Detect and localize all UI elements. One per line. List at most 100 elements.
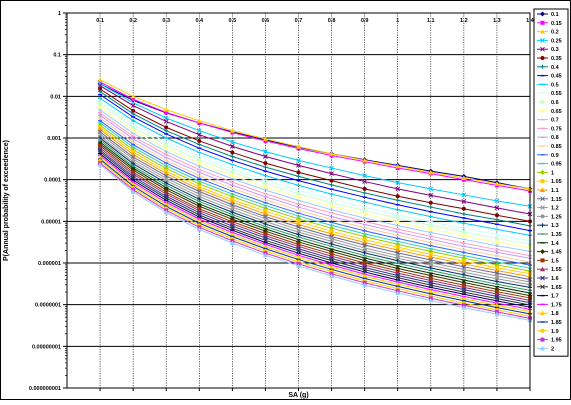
- series-0.35: [98, 86, 532, 224]
- legend-label: 1.8: [551, 311, 559, 317]
- series-2: [97, 162, 533, 323]
- marker-stroke: [329, 165, 334, 171]
- marker-stroke: [461, 199, 467, 204]
- data-point: [329, 242, 334, 247]
- legend-entry: 0.8: [537, 135, 559, 141]
- data-point: [428, 169, 434, 175]
- legend-label: 0.55: [551, 91, 562, 97]
- data-point: [196, 226, 202, 232]
- marker-stroke: [296, 163, 301, 168]
- series-line: [99, 122, 531, 269]
- series-line: [99, 137, 531, 288]
- data-point: [130, 93, 136, 99]
- series-line: [99, 91, 531, 227]
- x-tick-label: 0.8: [328, 18, 336, 24]
- series-line: [99, 83, 531, 207]
- data-point: [362, 211, 367, 216]
- data-point: [395, 163, 401, 169]
- data-point: [428, 186, 434, 192]
- marker-stroke: [196, 132, 202, 138]
- x-tick-label: 0.3: [162, 18, 170, 24]
- legend-label: 1.85: [551, 320, 562, 326]
- data-point: [164, 181, 169, 186]
- series-0.85: [98, 117, 532, 263]
- data-point: [494, 181, 500, 186]
- legend-marker: [540, 337, 545, 342]
- legend-label: 0.45: [551, 74, 562, 80]
- series-line: [99, 106, 531, 249]
- series-line: [99, 153, 531, 308]
- marker-stroke: [540, 205, 545, 210]
- data-point: [296, 263, 301, 268]
- marker-stroke: [97, 81, 103, 87]
- data-point: [461, 296, 467, 301]
- data-point: [164, 110, 169, 115]
- y-tick-label: 1: [58, 11, 61, 17]
- data-point: [296, 195, 301, 200]
- legend-label: 0.95: [551, 162, 562, 168]
- data-point: [461, 192, 467, 198]
- data-point: [263, 209, 268, 214]
- data-point: [494, 239, 499, 244]
- legend-label: 1.45: [551, 250, 562, 256]
- data-point: [494, 296, 500, 301]
- y-tick-label: 0.000000001: [29, 386, 61, 392]
- series-0.9: [98, 120, 532, 266]
- series-line: [99, 94, 531, 232]
- data-point: [395, 198, 400, 203]
- marker-stroke: [263, 154, 268, 159]
- legend-label: 1.65: [551, 285, 562, 291]
- series-line: [99, 97, 531, 236]
- data-point: [494, 198, 500, 204]
- series-line: [99, 85, 531, 215]
- series-line: [99, 133, 531, 283]
- series-1.25: [98, 134, 532, 287]
- data-point: [164, 146, 169, 151]
- legend-marker: [540, 196, 545, 202]
- series-line: [99, 156, 531, 313]
- series-line: [99, 117, 531, 263]
- data-point: [296, 144, 301, 149]
- legend-marker: [540, 249, 545, 255]
- series-line: [99, 162, 531, 319]
- legend-label: 0.65: [551, 109, 562, 115]
- data-point: [395, 220, 400, 225]
- data-point: [196, 118, 202, 123]
- y-tick-label: 0.000001: [38, 261, 61, 267]
- series-1.8: [97, 154, 533, 314]
- data-point: [362, 190, 367, 195]
- data-point: [163, 107, 169, 112]
- data-point: [461, 199, 467, 204]
- series-line: [99, 114, 531, 259]
- marker-stroke: [540, 275, 545, 281]
- y-tick-label: 0.00001: [41, 219, 61, 225]
- legend-label: 1.55: [551, 267, 562, 273]
- x-axis-title: SA (g): [288, 392, 308, 399]
- series-line: [99, 129, 531, 278]
- data-point: [329, 273, 335, 278]
- legend-label: 1.1: [551, 188, 559, 194]
- data-point: [98, 105, 103, 110]
- x-tick-label: 0.6: [262, 18, 270, 24]
- data-point: [197, 138, 202, 143]
- legend-entry: 0.9: [537, 153, 559, 159]
- data-point: [461, 259, 466, 264]
- data-point: [296, 219, 301, 224]
- marker-stroke: [461, 192, 467, 198]
- legend-marker: [540, 64, 545, 69]
- data-point: [395, 290, 401, 296]
- data-point: [395, 247, 401, 253]
- data-point: [164, 128, 169, 133]
- data-point: [329, 165, 334, 171]
- series-line: [99, 109, 531, 252]
- legend-entry: 0.5: [537, 82, 559, 88]
- legend-label: 1.9: [551, 329, 559, 335]
- x-tick-label: 1.3: [493, 18, 501, 24]
- data-point: [428, 227, 433, 232]
- data-point: [97, 81, 103, 87]
- legend-marker: [540, 100, 545, 104]
- marker-stroke: [196, 128, 202, 134]
- legend-entry: 1.95: [537, 337, 562, 344]
- y-tick-labels: 1 0.1 0.01 0.001 0.0001 0.00001 0.000001 0.0000…: [29, 11, 61, 392]
